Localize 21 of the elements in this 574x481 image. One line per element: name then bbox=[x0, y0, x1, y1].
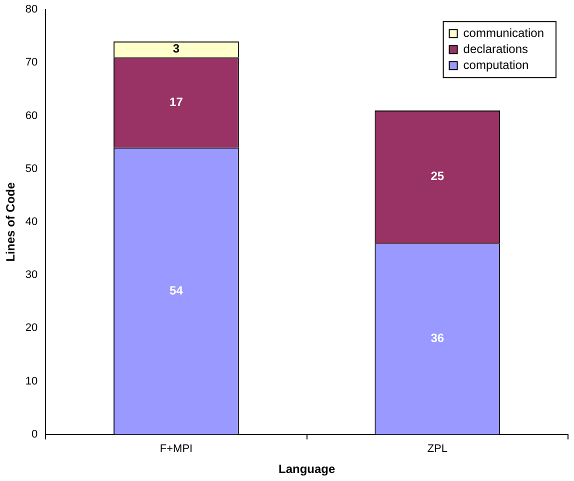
y-tick-label: 60 bbox=[25, 110, 38, 122]
y-tick-label: 70 bbox=[25, 56, 38, 69]
y-tick-label: 50 bbox=[25, 162, 38, 175]
data-label: 3 bbox=[172, 42, 180, 56]
y-tick-label: 20 bbox=[25, 322, 38, 334]
data-label: 36 bbox=[430, 331, 444, 346]
data-label: 25 bbox=[430, 169, 444, 184]
y-tick-label: 40 bbox=[25, 216, 38, 228]
x-tick-label: ZPL bbox=[427, 443, 448, 456]
data-label: 17 bbox=[170, 94, 184, 109]
x-tick-label: F+MPI bbox=[160, 443, 193, 456]
y-tick-label: 10 bbox=[25, 375, 38, 388]
legend-label: computation bbox=[463, 58, 529, 72]
legend-label: communication bbox=[463, 26, 544, 40]
y-tick-label: 0 bbox=[32, 428, 38, 440]
y-axis-title: Lines of Code bbox=[4, 182, 18, 262]
y-tick-label: 30 bbox=[25, 269, 38, 282]
data-label: 54 bbox=[170, 283, 184, 298]
x-axis-title: Language bbox=[278, 462, 336, 476]
legend-label: declarations bbox=[463, 42, 528, 56]
y-tick-label: 80 bbox=[25, 4, 38, 16]
